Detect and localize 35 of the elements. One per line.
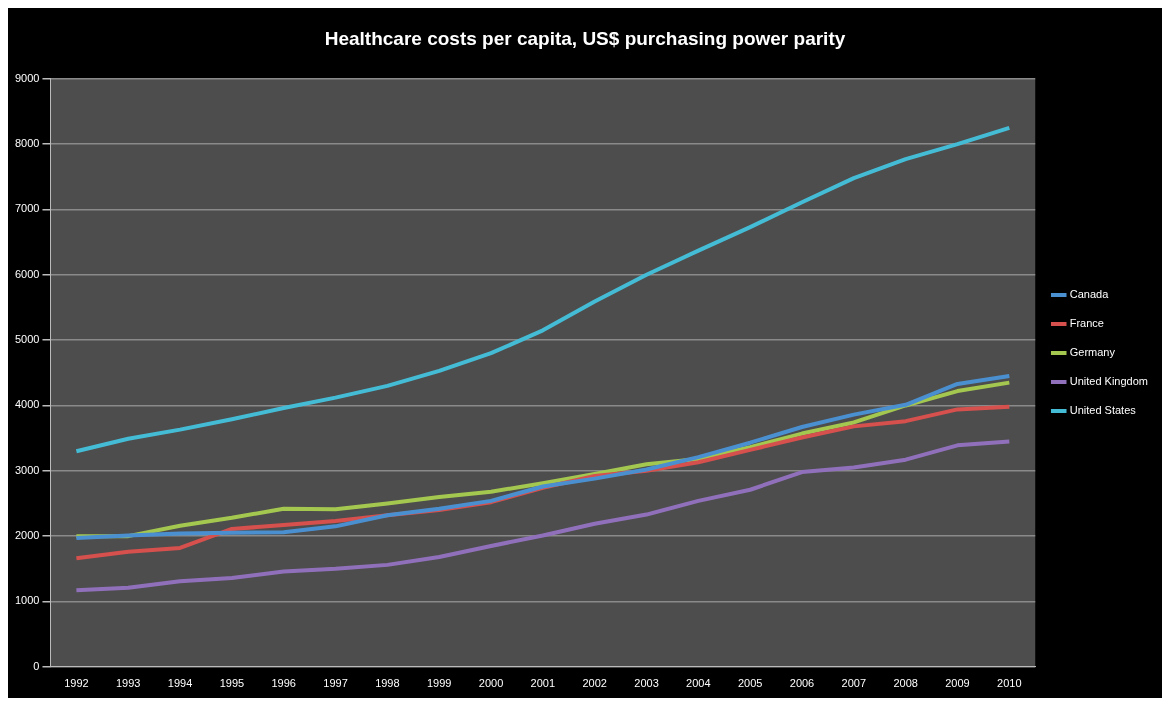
x-tick-label: 2005 — [737, 677, 763, 690]
x-tick-label: 2000 — [478, 677, 504, 690]
legend-label: France — [1069, 317, 1104, 330]
x-tick-label: 1997 — [323, 677, 348, 690]
x-tick-label: 1993 — [115, 677, 141, 690]
x-tick-label: 1995 — [219, 677, 245, 690]
chart-title: Healthcare costs per capita, US$ purchasing power parity — [324, 27, 846, 49]
y-tick-label: 9000 — [14, 71, 40, 84]
x-tick-label: 2010 — [997, 677, 1022, 690]
y-tick-label: 7000 — [14, 202, 40, 215]
x-tick-label: 1992 — [64, 677, 89, 690]
y-tick-label: 3000 — [14, 463, 40, 476]
y-tick-label: 4000 — [14, 398, 40, 411]
x-tick-label: 1999 — [426, 677, 452, 690]
y-tick-label: 0 — [33, 659, 40, 672]
y-tick-label: 1000 — [14, 594, 40, 607]
legend-label: United States — [1069, 404, 1137, 417]
y-tick-label: 2000 — [14, 529, 40, 542]
x-tick-label: 1994 — [167, 677, 193, 690]
y-tick-label: 8000 — [14, 137, 40, 150]
x-tick-label: 2009 — [945, 677, 970, 690]
legend-label: Canada — [1069, 288, 1110, 301]
x-tick-label: 1998 — [375, 677, 400, 690]
legend-label: United Kingdom — [1069, 375, 1149, 388]
x-tick-label: 2001 — [530, 677, 556, 690]
x-tick-label: 2002 — [582, 677, 607, 690]
y-tick-label: 5000 — [14, 333, 40, 346]
legend-label: Germany — [1069, 346, 1116, 359]
x-tick-label: 2007 — [841, 677, 867, 690]
x-tick-label: 2004 — [686, 677, 711, 690]
y-tick-label: 6000 — [14, 267, 40, 280]
x-tick-label: 2006 — [789, 677, 815, 690]
x-tick-label: 2008 — [893, 677, 918, 690]
x-tick-label: 1996 — [271, 677, 296, 690]
x-tick-label: 2003 — [634, 677, 659, 690]
